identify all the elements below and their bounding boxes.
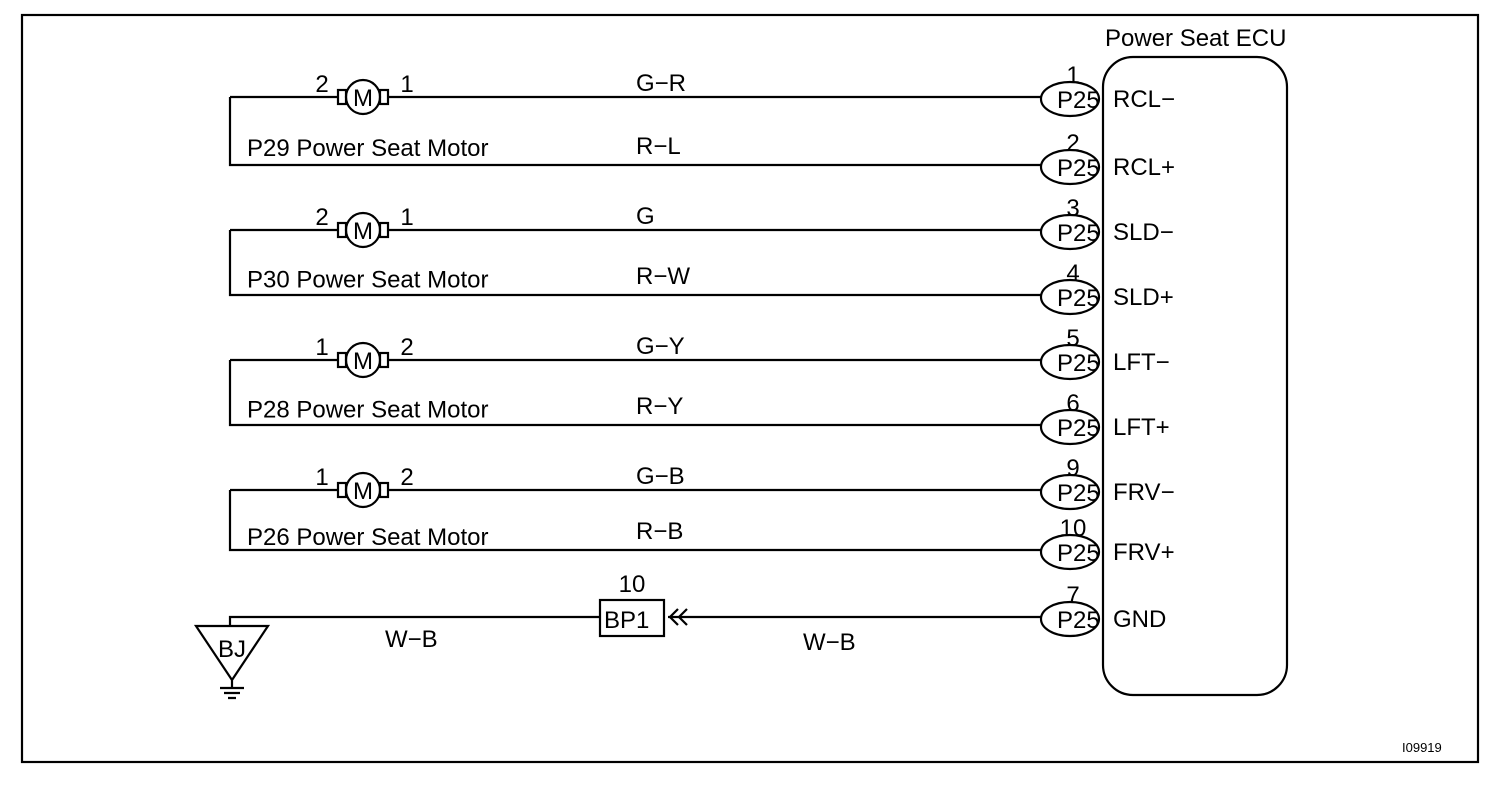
pin-number: 4 xyxy=(1066,260,1079,287)
terminal-label: SLD− xyxy=(1113,219,1174,246)
connector-p25-pin-9 xyxy=(1039,473,1101,511)
pin-number: 1 xyxy=(1066,62,1079,89)
pin-number: 6 xyxy=(1066,390,1079,417)
motor-symbol: M xyxy=(353,348,373,375)
wire-color-label: G−B xyxy=(636,463,685,490)
connector-p25-pin-2 xyxy=(1039,148,1101,186)
connector-label: P25 xyxy=(1057,607,1100,634)
motor-terminal xyxy=(378,88,390,106)
terminal-label: LFT− xyxy=(1113,349,1170,376)
motor-terminal xyxy=(336,221,348,239)
motor-icon xyxy=(344,78,382,116)
wire-color-label: W−B xyxy=(803,629,856,656)
connector-arrow-icon xyxy=(668,608,688,626)
wire-color-label: R−Y xyxy=(636,393,683,420)
connector-p25-pin-7 xyxy=(1039,600,1101,638)
motor-pin-right: 1 xyxy=(400,71,413,98)
connector-label: P25 xyxy=(1057,540,1100,567)
wire-R−B xyxy=(228,490,1041,552)
connector-label: P25 xyxy=(1057,87,1100,114)
motor-name: P26 Power Seat Motor xyxy=(247,524,488,551)
motor-name: P29 Power Seat Motor xyxy=(247,135,488,162)
motor-pin-left: 2 xyxy=(315,71,328,98)
motor-pin-left: 2 xyxy=(315,204,328,231)
motor-icon xyxy=(344,211,382,249)
connector-label: P25 xyxy=(1057,415,1100,442)
connector-p25-pin-1 xyxy=(1039,80,1101,118)
motor-terminal xyxy=(378,481,390,499)
diagram-frame xyxy=(20,13,1480,764)
terminal-label: SLD+ xyxy=(1113,284,1174,311)
pin-number: 2 xyxy=(1066,130,1079,157)
pin-number: 5 xyxy=(1066,325,1079,352)
connector-label: P25 xyxy=(1057,480,1100,507)
ecu-title: Power Seat ECU xyxy=(1105,25,1286,52)
wire-R−W xyxy=(228,230,1041,297)
motor-symbol: M xyxy=(353,85,373,112)
pin-number: 7 xyxy=(1066,582,1079,609)
terminal-label: GND xyxy=(1113,606,1166,633)
terminal-label: FRV− xyxy=(1113,479,1175,506)
motor-symbol: M xyxy=(353,218,373,245)
motor-terminal xyxy=(336,481,348,499)
motor-terminal xyxy=(336,88,348,106)
junction-label: BP1 xyxy=(604,607,649,634)
connector-label: P25 xyxy=(1057,350,1100,377)
wire-R−L xyxy=(228,97,1041,167)
motor-pin-left: 1 xyxy=(315,334,328,361)
motor-icon xyxy=(344,471,382,509)
wire-color-label: G xyxy=(636,203,655,230)
pin-number: 10 xyxy=(1060,515,1087,542)
motor-pin-right: 2 xyxy=(400,334,413,361)
connector-p25-pin-5 xyxy=(1039,343,1101,381)
wire-R−Y xyxy=(228,360,1041,427)
motor-icon xyxy=(344,341,382,379)
terminal-label: LFT+ xyxy=(1113,414,1170,441)
motor-terminal xyxy=(336,351,348,369)
junction-pin: 10 xyxy=(619,571,646,598)
terminal-label: FRV+ xyxy=(1113,539,1175,566)
motor-pin-left: 1 xyxy=(315,464,328,491)
motor-pin-right: 1 xyxy=(400,204,413,231)
motor-name: P30 Power Seat Motor xyxy=(247,267,488,294)
wire-color-label: R−B xyxy=(636,518,683,545)
motor-terminal xyxy=(378,221,390,239)
wire-color-label: R−W xyxy=(636,263,690,290)
motor-terminal xyxy=(378,351,390,369)
connector-label: P25 xyxy=(1057,285,1100,312)
connector-p25-pin-6 xyxy=(1039,408,1101,446)
ground-point-label: BJ xyxy=(218,636,246,663)
wire-color-label: G−R xyxy=(636,70,686,97)
connector-p25-pin-4 xyxy=(1039,278,1101,316)
connector-p25-pin-10 xyxy=(1039,533,1101,571)
connector-label: P25 xyxy=(1057,220,1100,247)
motor-symbol: M xyxy=(353,478,373,505)
terminal-label: RCL− xyxy=(1113,86,1175,113)
wire-color-label: W−B xyxy=(385,626,438,653)
ground-wire xyxy=(228,615,1041,626)
terminal-label: RCL+ xyxy=(1113,154,1175,181)
ecu-box xyxy=(1101,55,1289,697)
ground-icon xyxy=(193,624,271,700)
wire-color-label: G−Y xyxy=(636,333,685,360)
wire-color-label: R−L xyxy=(636,133,681,160)
motor-pin-right: 2 xyxy=(400,464,413,491)
pin-number: 9 xyxy=(1066,455,1079,482)
diagram-id: I09919 xyxy=(1402,740,1442,755)
junction-bp1-box xyxy=(598,598,666,638)
pin-number: 3 xyxy=(1066,195,1079,222)
motor-name: P28 Power Seat Motor xyxy=(247,397,488,424)
connector-label: P25 xyxy=(1057,155,1100,182)
connector-p25-pin-3 xyxy=(1039,213,1101,251)
